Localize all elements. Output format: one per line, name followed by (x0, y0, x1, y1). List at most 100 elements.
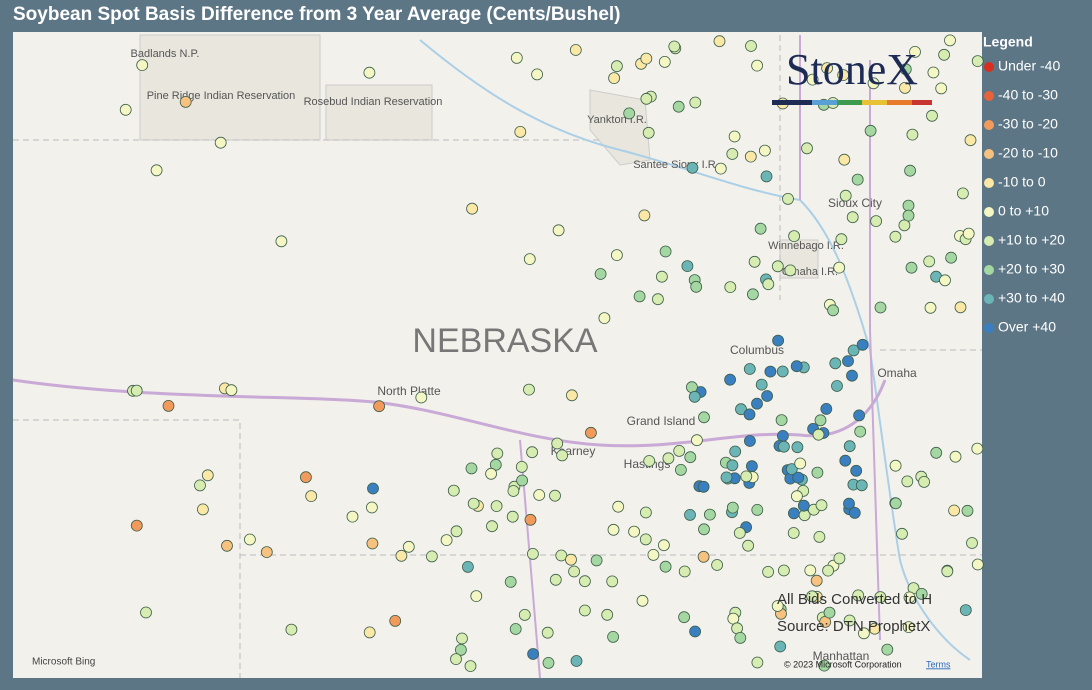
map-dot (518, 609, 531, 621)
map-dot (966, 537, 978, 549)
map-dot (590, 554, 603, 567)
map-label: North Platte (377, 384, 441, 398)
map-dot (774, 640, 787, 653)
map-dot (835, 233, 848, 246)
map-dot (761, 390, 773, 402)
map-dot (490, 500, 503, 513)
map-dot (902, 621, 915, 633)
title: Soybean Spot Basis Difference from 3 Yea… (13, 4, 621, 25)
map-dot (684, 451, 697, 464)
note: All Bids Converted to H (777, 591, 932, 608)
map-dot (814, 414, 827, 427)
map-dot (579, 575, 591, 588)
map-dot (806, 73, 819, 86)
map-dot (531, 68, 543, 81)
map-dot (791, 441, 804, 454)
map-dot (797, 499, 810, 512)
map-dot (833, 552, 846, 565)
map-dot (698, 411, 710, 424)
map-dot (658, 56, 671, 68)
map-dot (842, 355, 854, 368)
legend-swatch (984, 120, 994, 130)
map-dot (594, 268, 607, 280)
map-dot (881, 643, 894, 656)
map-dot (889, 497, 902, 510)
legend-swatch (984, 323, 994, 333)
map-dot (902, 199, 915, 212)
map-dot (526, 446, 538, 459)
map-dot (724, 281, 737, 294)
map-dot (465, 462, 478, 475)
legend-label: +10 to +20 (998, 232, 1065, 248)
legend-label: +20 to +30 (998, 261, 1065, 277)
map-dot (179, 96, 192, 108)
map-dot (225, 384, 238, 397)
map-dot (570, 655, 583, 667)
map-dot (792, 471, 805, 484)
map-dot (923, 255, 936, 268)
map-dot (776, 365, 789, 378)
map-dot (788, 507, 800, 520)
map-dot (608, 72, 620, 84)
map-labels: Badlands N.P. Pine Ridge Indian Reservat… (131, 48, 917, 663)
terms-link[interactable]: Terms (926, 659, 951, 669)
map-dot (140, 606, 152, 619)
map-dot (647, 549, 660, 561)
map-dot (688, 390, 701, 403)
map-dot (643, 455, 656, 467)
map-dot (566, 389, 578, 402)
copyright: © 2023 Microsoft Corporation (784, 659, 902, 669)
legend-label: 0 to +10 (998, 203, 1049, 219)
map-dot (365, 501, 378, 514)
map-dot (201, 469, 214, 482)
map-dot (598, 312, 611, 325)
map-dot (823, 606, 836, 619)
map-dot (867, 77, 880, 90)
map-dot (162, 399, 175, 412)
map-dot (659, 560, 672, 573)
map-label: Omaha (877, 366, 917, 380)
legend-title: Legend (983, 34, 1033, 50)
map-dot (839, 189, 852, 202)
map-dot (820, 402, 833, 415)
map-dot (402, 540, 415, 553)
map-dot (851, 173, 864, 186)
map-dot (904, 164, 916, 177)
map-dot (853, 409, 865, 422)
map-dot (740, 470, 753, 483)
map-dot (839, 454, 852, 467)
map-dot (909, 46, 921, 58)
map-dot (788, 230, 800, 243)
map-label: Sioux City (828, 196, 882, 210)
map-dot (728, 130, 741, 143)
map-dot (751, 397, 763, 410)
map-dot (697, 480, 710, 493)
map-dot (556, 449, 568, 462)
map-dot (196, 503, 209, 516)
map-dot (754, 222, 767, 235)
map-dot (971, 442, 984, 455)
map-dot (846, 211, 859, 224)
map-dot (850, 464, 863, 477)
map-dot (194, 479, 206, 492)
map-dot (778, 564, 790, 577)
map-dot (461, 561, 474, 573)
map-dot (367, 482, 379, 495)
map-dot (510, 52, 523, 64)
map-dot (818, 659, 831, 672)
map-dot (944, 34, 956, 47)
map-dot (623, 107, 636, 120)
map-dot (684, 509, 696, 521)
map-dot (782, 192, 794, 205)
map-dot (957, 187, 969, 200)
map-dot (755, 378, 768, 391)
map-dot (772, 334, 784, 347)
map-dot (714, 162, 727, 175)
map-dots (119, 34, 984, 672)
map-dot (607, 523, 620, 536)
map-dot (486, 520, 498, 533)
provider: Microsoft Bing (32, 657, 95, 668)
map-dot (243, 533, 256, 546)
map-dot (569, 44, 582, 56)
map-dot (214, 136, 227, 149)
